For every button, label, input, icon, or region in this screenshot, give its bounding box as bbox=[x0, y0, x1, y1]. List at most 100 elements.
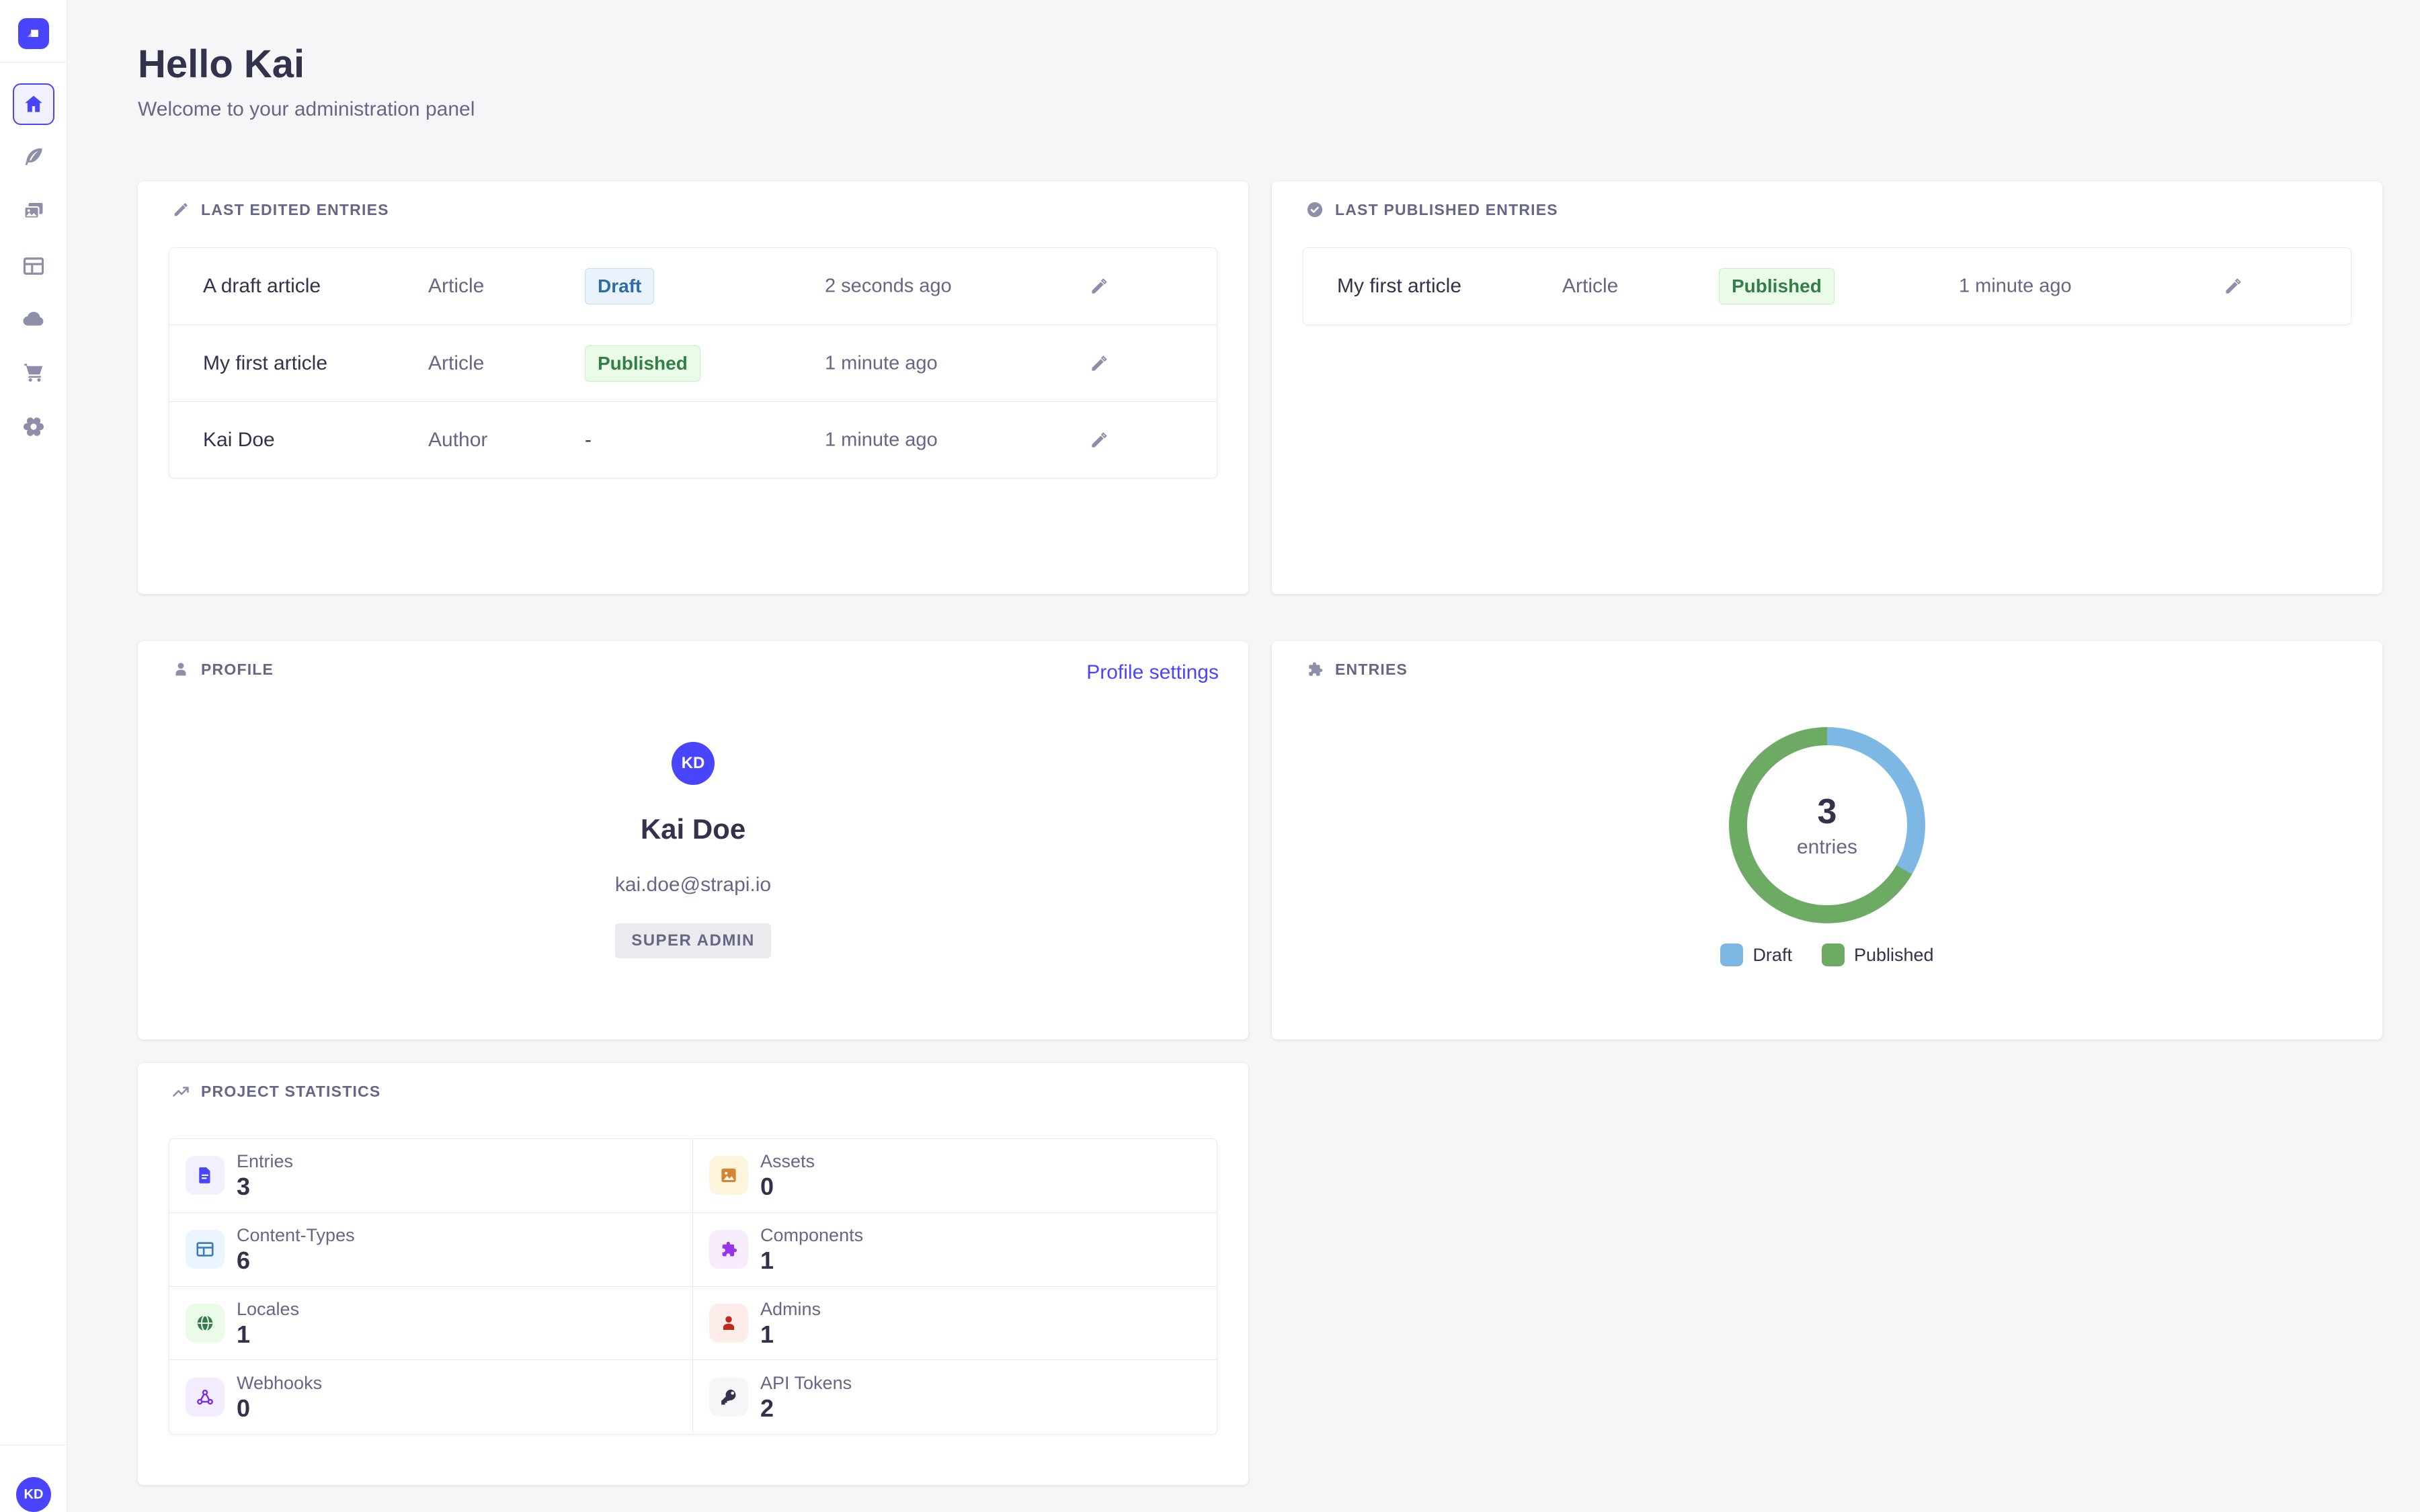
sidebar-item-settings[interactable] bbox=[21, 414, 46, 439]
check-circle-icon bbox=[1305, 200, 1324, 219]
document-icon bbox=[186, 1156, 225, 1195]
edit-pencil-icon bbox=[1092, 278, 1107, 294]
card-title-text: ENTRIES bbox=[1335, 660, 1408, 678]
profile-card: PROFILE Profile settings KD Kai Doe kai.… bbox=[138, 641, 1248, 1040]
entry-type: Article bbox=[1562, 275, 1619, 297]
stat-components: Components 1 bbox=[693, 1213, 1217, 1287]
stat-locales: Locales 1 bbox=[169, 1286, 693, 1361]
sidebar-item-marketplace[interactable] bbox=[21, 360, 46, 385]
admin-user-icon bbox=[709, 1303, 748, 1343]
page-title: Hello Kai bbox=[138, 42, 305, 86]
stat-label: Admins bbox=[760, 1298, 821, 1319]
entry-time: 1 minute ago bbox=[1959, 275, 2072, 297]
edit-entry-button[interactable] bbox=[1086, 350, 1113, 377]
layout-icon bbox=[23, 257, 44, 275]
stat-value: 0 bbox=[237, 1394, 251, 1423]
puzzle-icon bbox=[1305, 660, 1324, 679]
gear-icon bbox=[23, 417, 44, 436]
page-subtitle: Welcome to your administration panel bbox=[138, 98, 475, 120]
entry-time: 2 seconds ago bbox=[825, 275, 952, 297]
project-statistics-card: PROJECT STATISTICS Entries 3 Assets 0 Cont… bbox=[138, 1063, 1248, 1485]
edit-pencil-icon bbox=[1092, 431, 1107, 448]
stat-label: Components bbox=[760, 1225, 864, 1246]
person-icon bbox=[171, 660, 190, 679]
stat-value: 1 bbox=[760, 1320, 774, 1348]
key-icon bbox=[709, 1378, 748, 1417]
entries-title: ENTRIES bbox=[1305, 660, 1408, 679]
status-badge: Draft bbox=[585, 268, 655, 304]
sidebar-item-content-manager[interactable] bbox=[21, 144, 46, 169]
stat-value: 0 bbox=[760, 1173, 774, 1201]
edit-entry-button[interactable] bbox=[2220, 273, 2247, 300]
last-published-entries-card: LAST PUBLISHED ENTRIES My first article … bbox=[1272, 181, 2382, 594]
sidebar-item-cloud[interactable] bbox=[21, 306, 46, 332]
role-badge: SUPER ADMIN bbox=[615, 923, 771, 958]
pencil-icon bbox=[171, 200, 190, 219]
stat-value: 6 bbox=[237, 1247, 251, 1275]
media-images-icon bbox=[24, 203, 43, 219]
profile-title: PROFILE bbox=[171, 660, 274, 679]
edit-entry-button[interactable] bbox=[1086, 273, 1113, 300]
last-edited-entries-card: LAST EDITED ENTRIES A draft article Arti… bbox=[138, 181, 1248, 594]
stat-label: Webhooks bbox=[237, 1373, 323, 1394]
strapi-logo[interactable] bbox=[18, 18, 49, 49]
layout-icon bbox=[186, 1230, 225, 1269]
profile-avatar-initials: KD bbox=[681, 754, 705, 772]
table-row[interactable]: Kai Doe Author - 1 minute ago bbox=[169, 401, 1217, 478]
stat-value: 2 bbox=[760, 1394, 774, 1423]
stat-api-tokens: API Tokens 2 bbox=[693, 1360, 1217, 1434]
legend-item-published: Published bbox=[1821, 943, 1934, 966]
stat-admins: Admins 1 bbox=[693, 1287, 1217, 1361]
entry-type: Article bbox=[428, 275, 485, 297]
edit-pencil-icon bbox=[2226, 278, 2241, 294]
profile-avatar: KD bbox=[672, 742, 715, 785]
table-row[interactable]: A draft article Article Draft 2 seconds … bbox=[169, 248, 1217, 325]
legend-label: Draft bbox=[1752, 944, 1792, 965]
sidebar-item-home[interactable] bbox=[13, 83, 54, 125]
entry-name: My first article bbox=[1337, 275, 1462, 297]
stat-label: API Tokens bbox=[760, 1373, 852, 1394]
stats-grid: Entries 3 Assets 0 Content-Types 6 Componen… bbox=[169, 1138, 1217, 1435]
card-title-text: LAST EDITED ENTRIES bbox=[201, 200, 389, 218]
profile-settings-link[interactable]: Profile settings bbox=[1086, 661, 1219, 683]
edit-pencil-icon bbox=[1092, 355, 1107, 371]
user-avatar[interactable]: KD bbox=[16, 1477, 51, 1512]
stat-assets: Assets 0 bbox=[693, 1139, 1217, 1213]
legend-item-draft: Draft bbox=[1720, 943, 1792, 966]
stat-label: Assets bbox=[760, 1151, 815, 1172]
entry-time: 1 minute ago bbox=[825, 429, 938, 450]
stat-value: 3 bbox=[237, 1173, 251, 1201]
entry-name: A draft article bbox=[203, 275, 321, 297]
user-avatar-initials: KD bbox=[24, 1486, 44, 1502]
last-edited-entries-title: LAST EDITED ENTRIES bbox=[171, 200, 389, 219]
donut-total: 3 bbox=[1817, 792, 1837, 831]
last-edited-table: A draft article Article Draft 2 seconds … bbox=[169, 247, 1217, 478]
entry-time: 1 minute ago bbox=[825, 352, 938, 374]
table-row[interactable]: My first article Article Published 1 min… bbox=[1303, 248, 2351, 325]
sidebar: KD bbox=[0, 0, 67, 1512]
feather-icon bbox=[25, 148, 42, 166]
picture-icon bbox=[709, 1156, 748, 1195]
stat-content-types: Content-Types 6 bbox=[169, 1212, 693, 1287]
status-empty: - bbox=[585, 428, 592, 451]
globe-icon bbox=[186, 1303, 225, 1343]
edit-entry-button[interactable] bbox=[1086, 427, 1113, 454]
stat-value: 1 bbox=[760, 1247, 774, 1275]
sidebar-item-media-library[interactable] bbox=[21, 198, 46, 224]
stat-entries: Entries 3 bbox=[169, 1139, 693, 1213]
legend-chip-published bbox=[1821, 943, 1845, 966]
profile-email: kai.doe@strapi.io bbox=[614, 874, 772, 896]
sidebar-item-content-type-builder[interactable] bbox=[21, 253, 46, 279]
entry-name: Kai Doe bbox=[203, 428, 275, 451]
donut-sublabel: entries bbox=[1796, 836, 1858, 858]
table-row[interactable]: My first article Article Published 1 min… bbox=[169, 325, 1217, 401]
home-icon bbox=[25, 95, 42, 112]
strapi-logo-icon bbox=[28, 30, 38, 37]
entries-donut-center: 3 entries bbox=[1747, 745, 1907, 905]
legend-label: Published bbox=[1853, 944, 1934, 965]
entries-chart-card: ENTRIES 3 entries Draft Published bbox=[1272, 641, 2382, 1040]
stat-label: Locales bbox=[237, 1298, 300, 1319]
status-badge: Published bbox=[585, 345, 700, 382]
card-title-text: PROJECT STATISTICS bbox=[201, 1082, 381, 1100]
entry-type: Author bbox=[428, 428, 488, 451]
